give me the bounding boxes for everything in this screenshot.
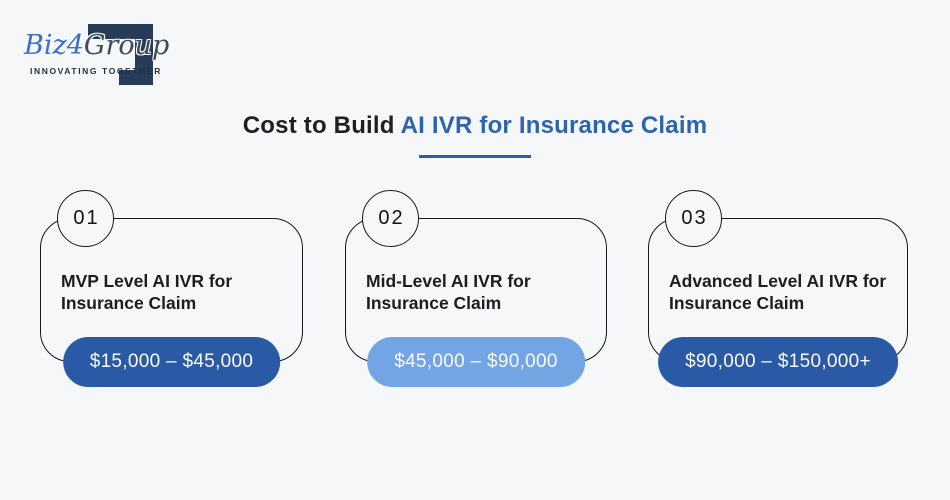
biz4group-logo: Biz4Group INNOVATING TOGETHER (22, 12, 172, 94)
price-pill: $15,000 – $45,000 (62, 337, 281, 387)
cost-card-mvp: 01 MVP Level AI IVR for Insurance Claim … (40, 190, 303, 387)
cost-card-advanced: 03 Advanced Level AI IVR for Insurance C… (648, 190, 908, 387)
logo-word-group: Group (83, 30, 170, 61)
logo-tagline: INNOVATING TOGETHER (30, 66, 162, 76)
cost-card-mid-level: 02 Mid-Level AI IVR for Insurance Claim … (345, 190, 607, 387)
card-title: MVP Level AI IVR for Insurance Claim (61, 271, 233, 314)
page-title-highlight: AI IVR for Insurance Claim (400, 112, 708, 139)
logo-wordmark: Biz4Group (24, 32, 169, 59)
card-title: Mid-Level AI IVR for Insurance Claim (366, 271, 531, 314)
title-underline (419, 155, 531, 158)
card-number-badge: 03 (665, 190, 722, 247)
logo-bracket-icon (88, 24, 153, 85)
card-title: Advanced Level AI IVR for Insurance Clai… (669, 271, 887, 314)
page-title-prefix: Cost to Build (242, 112, 401, 139)
card-number-badge: 01 (57, 190, 114, 247)
page-title: Cost to Build AI IVR for Insurance Claim (0, 112, 950, 140)
logo-word-4: 4 (66, 30, 84, 61)
cost-cards-row: 01 MVP Level AI IVR for Insurance Claim … (0, 190, 950, 418)
price-pill: $90,000 – $150,000+ (658, 337, 898, 387)
card-number-badge: 02 (362, 190, 419, 247)
price-pill: $45,000 – $90,000 (367, 337, 585, 387)
logo-word-biz: Biz (24, 30, 67, 61)
